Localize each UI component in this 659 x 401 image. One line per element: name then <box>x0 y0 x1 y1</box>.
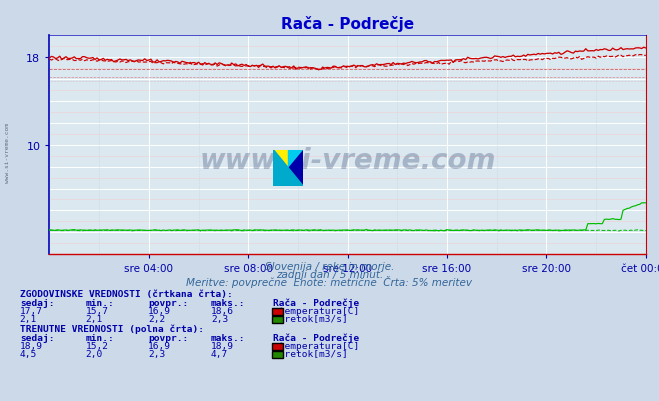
Text: 18,9: 18,9 <box>20 342 43 350</box>
Text: 2,0: 2,0 <box>86 350 103 358</box>
Text: 2,1: 2,1 <box>86 315 103 324</box>
Text: TRENUTNE VREDNOSTI (polna črta):: TRENUTNE VREDNOSTI (polna črta): <box>20 323 204 333</box>
Text: maks.:: maks.: <box>211 299 245 308</box>
Text: zadnji dan / 5 minut.: zadnji dan / 5 minut. <box>276 269 383 279</box>
Title: Rača - Podrečje: Rača - Podrečje <box>281 16 415 32</box>
Bar <box>289 150 303 186</box>
Text: 18,9: 18,9 <box>211 342 234 350</box>
Text: 15,7: 15,7 <box>86 307 109 316</box>
Text: pretok[m3/s]: pretok[m3/s] <box>273 350 348 358</box>
Text: www.si-vreme.com: www.si-vreme.com <box>200 147 496 174</box>
Text: pretok[m3/s]: pretok[m3/s] <box>273 315 348 324</box>
Text: sedaj:: sedaj: <box>20 299 54 308</box>
Text: 2,1: 2,1 <box>20 315 37 324</box>
Text: 4,5: 4,5 <box>20 350 37 358</box>
Text: povpr.:: povpr.: <box>148 334 188 342</box>
Text: Meritve: povprečne  Enote: metrične  Črta: 5% meritev: Meritve: povprečne Enote: metrične Črta:… <box>186 275 473 288</box>
Polygon shape <box>273 150 303 186</box>
Text: Slovenija / reke in morje.: Slovenija / reke in morje. <box>265 261 394 271</box>
Text: 4,7: 4,7 <box>211 350 228 358</box>
Text: min.:: min.: <box>86 299 115 308</box>
Text: www.si-vreme.com: www.si-vreme.com <box>5 122 11 182</box>
Bar <box>273 150 289 186</box>
Text: Rača - Podrečje: Rača - Podrečje <box>273 298 360 308</box>
Text: 2,2: 2,2 <box>148 315 165 324</box>
Text: sedaj:: sedaj: <box>20 334 54 342</box>
Text: Rača - Podrečje: Rača - Podrečje <box>273 333 360 342</box>
Text: 15,2: 15,2 <box>86 342 109 350</box>
Text: 17,7: 17,7 <box>20 307 43 316</box>
Text: 2,3: 2,3 <box>148 350 165 358</box>
Text: ZGODOVINSKE VREDNOSTI (črtkana črta):: ZGODOVINSKE VREDNOSTI (črtkana črta): <box>20 289 233 298</box>
Text: temperatura[C]: temperatura[C] <box>273 307 360 316</box>
Text: 16,9: 16,9 <box>148 342 171 350</box>
Text: min.:: min.: <box>86 334 115 342</box>
Text: temperatura[C]: temperatura[C] <box>273 342 360 350</box>
Text: maks.:: maks.: <box>211 334 245 342</box>
Text: povpr.:: povpr.: <box>148 299 188 308</box>
Polygon shape <box>273 150 303 186</box>
Text: 2,3: 2,3 <box>211 315 228 324</box>
Text: 18,6: 18,6 <box>211 307 234 316</box>
Text: 16,9: 16,9 <box>148 307 171 316</box>
